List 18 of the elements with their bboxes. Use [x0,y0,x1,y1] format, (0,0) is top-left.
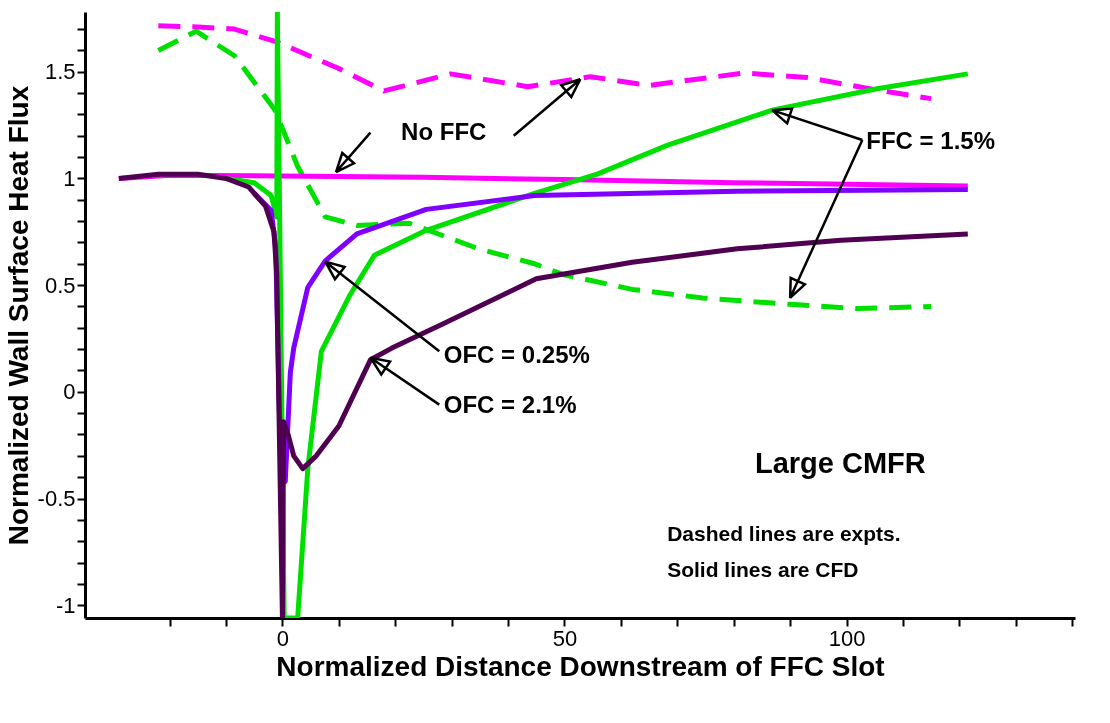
y-tick-label: -1 [55,592,76,618]
annotation: Large CMFR [754,447,926,480]
annotation: Solid lines are CFD [667,558,859,582]
x-tick-label: 50 [552,625,578,651]
y-tick-label: 0.5 [44,272,76,298]
x-tick-label: 0 [276,625,290,651]
annotation: OFC = 2.1% [443,390,577,418]
x-tick-label: 100 [828,625,866,651]
annotation: OFC = 0.25% [443,340,590,368]
x-axis-title: Normalized Distance Downstream of FFC Slot [276,650,885,682]
annotation: Dashed lines are expts. [667,521,901,545]
y-axis-title: Normalized Wall Surface Heat Flux [2,85,34,546]
y-tick-label: 1 [63,165,76,191]
y-tick-label: 1.5 [44,59,76,85]
y-tick-label: 0 [63,379,76,405]
annotation: FFC = 1.5% [866,126,995,154]
y-tick-label: -0.5 [37,486,76,512]
annotation: No FFC [401,117,487,145]
